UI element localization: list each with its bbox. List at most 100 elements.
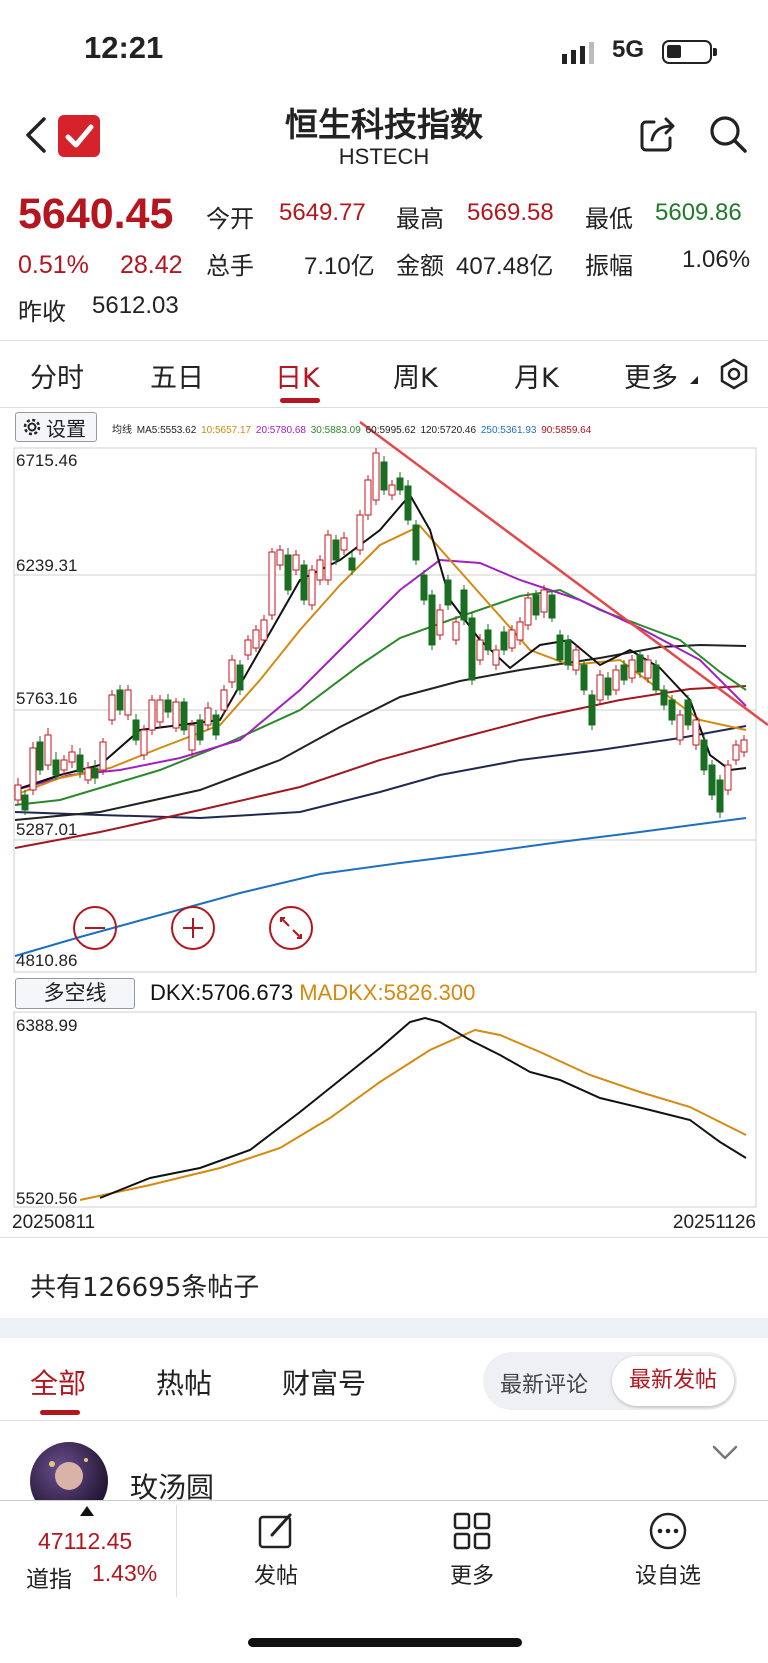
candle-body: [676, 714, 684, 741]
low-label: 最低: [585, 205, 633, 233]
candle-body: [404, 485, 412, 521]
ma-value: 20:5780.68: [255, 425, 306, 436]
nav-add-watchlist[interactable]: 设自选: [634, 1564, 701, 1589]
candle-body: [716, 779, 724, 813]
post-tab-fortune[interactable]: 财富号: [282, 1367, 367, 1400]
prev-close-label: 昨收: [18, 298, 66, 326]
divider: [0, 1420, 768, 1421]
ma10-line: [14, 524, 747, 796]
tab-weekly-k[interactable]: 周K: [393, 363, 438, 394]
search-icon[interactable]: [708, 114, 748, 154]
candle-body: [252, 629, 260, 649]
candle-body: [348, 557, 356, 571]
y-label: 6239.31: [16, 556, 77, 575]
candle-body: [84, 767, 92, 781]
indicator-select-button[interactable]: 多空线: [15, 978, 135, 1009]
fullscreen-button[interactable]: [269, 906, 313, 950]
candle-body: [196, 719, 204, 741]
chart-settings-icon[interactable]: [718, 358, 750, 390]
watchlist-check-icon[interactable]: [58, 115, 100, 157]
sort-latest-post[interactable]: 最新发帖: [612, 1356, 734, 1406]
tab-intraday[interactable]: 分时: [30, 363, 84, 394]
change-percent: 0.51%: [18, 251, 89, 279]
date-start: 20250811: [12, 1212, 96, 1233]
zoom-out-button[interactable]: [73, 906, 117, 950]
candle-body: [468, 617, 476, 681]
settings-label: 设置: [46, 416, 86, 441]
more-dots-icon[interactable]: [648, 1511, 688, 1551]
candle-body: [284, 554, 292, 591]
trend-line: [359, 420, 768, 727]
date-end: 20251126: [672, 1212, 756, 1233]
nav-post[interactable]: 发帖: [253, 1564, 298, 1589]
low-value: 5609.86: [655, 199, 742, 226]
candle-body: [388, 484, 396, 496]
y-label: 4810.86: [16, 951, 77, 970]
chart-settings-button[interactable]: 设置: [15, 412, 97, 442]
candle-body: [684, 699, 692, 726]
candle-body: [564, 639, 572, 666]
index-name[interactable]: 道指: [26, 1567, 72, 1593]
volume-value: 7.10亿: [304, 253, 375, 280]
candle-body: [708, 764, 716, 796]
candle-body: [476, 639, 484, 661]
dkx-line: [99, 1016, 747, 1199]
candle-body: [572, 649, 580, 671]
candle-body: [188, 724, 196, 751]
candle-body: [108, 694, 116, 721]
ma-value: 10:5657.17: [201, 425, 252, 436]
candle-body: [724, 764, 732, 791]
ma90-line: [14, 685, 747, 849]
grid-icon[interactable]: [452, 1511, 492, 1551]
home-indicator[interactable]: [248, 1638, 522, 1647]
tab-five-day[interactable]: 五日: [150, 363, 204, 394]
ma-value: 250:5361.93: [480, 425, 537, 436]
candle-body: [444, 579, 452, 606]
index-percent[interactable]: 1.43%: [92, 1560, 158, 1586]
candle-body: [228, 659, 236, 683]
nav-more[interactable]: 更多: [449, 1564, 494, 1589]
back-icon[interactable]: [22, 115, 52, 155]
candle-body: [21, 794, 29, 811]
candle-body: [732, 744, 740, 761]
amount-value: 407.48亿: [456, 253, 554, 280]
candle-body: [604, 677, 612, 696]
candle-body: [508, 629, 516, 649]
page-title: 恒生科技指数: [285, 105, 483, 144]
candle-body: [268, 551, 276, 616]
tab-more[interactable]: 更多: [624, 363, 678, 394]
post-count: 共有126695条帖子: [30, 1273, 260, 1303]
index-value[interactable]: 47112.45: [38, 1528, 133, 1554]
candle-body: [220, 689, 228, 711]
chevron-down-icon[interactable]: [712, 1444, 738, 1462]
kline-chart[interactable]: 6715.46 6239.31 5763.16 5287.01 4810.86 …: [0, 408, 768, 1218]
candle-body: [52, 759, 60, 776]
candle-body: [332, 539, 340, 561]
candle-body: [148, 699, 156, 731]
post-edit-icon[interactable]: [256, 1511, 296, 1551]
candlesticks: [14, 448, 748, 818]
ma-value: 60:5995.62: [365, 425, 416, 436]
sort-latest-comment[interactable]: 最新评论: [500, 1373, 589, 1398]
post-username[interactable]: 玫汤圆: [130, 1471, 215, 1504]
share-icon[interactable]: [638, 114, 678, 154]
candle-body: [260, 619, 268, 641]
tab-monthly-k[interactable]: 月K: [514, 363, 559, 394]
zoom-in-button[interactable]: [171, 906, 215, 950]
battery-icon: [662, 40, 717, 64]
candle-body: [420, 574, 428, 601]
ma250-line: [14, 817, 747, 957]
candle-body: [588, 694, 596, 726]
candle-body: [500, 631, 508, 651]
sub-y-label: 5520.56: [16, 1189, 77, 1208]
candle-body: [396, 477, 404, 491]
amplitude-value: 1.06%: [682, 246, 751, 273]
post-tab-hot[interactable]: 热帖: [156, 1367, 213, 1400]
candle-body: [548, 594, 556, 619]
network-label: 5G: [612, 36, 645, 63]
candle-body: [540, 589, 548, 613]
candle-body: [524, 597, 532, 626]
y-label: 6715.46: [16, 451, 77, 470]
post-tab-all[interactable]: 全部: [30, 1367, 87, 1400]
tab-daily-k[interactable]: 日K: [275, 363, 320, 394]
